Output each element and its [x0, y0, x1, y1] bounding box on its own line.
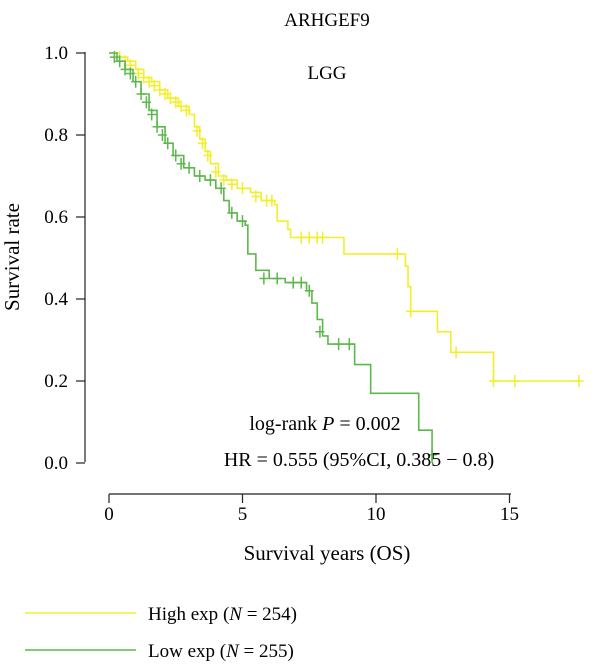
censor-mark-low — [272, 272, 282, 285]
censor-mark-high — [251, 190, 261, 203]
censor-mark-high — [133, 67, 143, 80]
censor-mark-low — [176, 157, 186, 170]
x-axis-label: Survival years (OS) — [244, 541, 411, 565]
censor-mark-high — [176, 100, 186, 113]
censor-mark-high — [181, 104, 191, 117]
censor-mark-high — [318, 231, 328, 244]
x-tick-label: 5 — [238, 504, 248, 525]
series-layer — [109, 51, 584, 463]
censor-mark-low — [147, 108, 157, 121]
series-high — [109, 51, 584, 387]
censor-mark-high — [296, 231, 306, 244]
censor-mark-low — [184, 161, 194, 174]
y-tick-label: 1.0 — [44, 43, 68, 64]
censor-mark-low — [157, 129, 167, 141]
y-ticks: 0.0 0.2 0.4 0.6 0.8 1.0 — [44, 43, 85, 474]
legend: High exp (N = 254) Low exp (N = 255) — [25, 604, 297, 662]
censor-mark-high — [392, 247, 402, 260]
censor-mark-low — [131, 75, 141, 88]
censor-mark-low — [163, 137, 173, 150]
censor-mark-high — [149, 79, 159, 92]
x-ticks: 0 5 10 15 — [104, 494, 519, 525]
censor-mark-high — [238, 182, 247, 195]
y-tick-label: 0.4 — [44, 289, 68, 310]
censor-mark-high — [203, 149, 213, 162]
censor-mark-low — [205, 174, 215, 187]
censor-mark-low — [344, 338, 354, 351]
logrank-prefix: log-rank — [249, 413, 322, 435]
chart-title: ARHGEF9 — [284, 10, 370, 31]
censor-mark-high — [510, 375, 520, 387]
y-axis-label: Survival rate — [0, 203, 24, 311]
censor-mark-low — [120, 63, 130, 76]
logrank-annotation: log-rank P = 0.002 — [249, 413, 400, 435]
censor-mark-low — [427, 448, 437, 461]
censor-mark-high — [155, 83, 165, 96]
series-low — [109, 51, 437, 463]
censor-mark-low — [259, 272, 269, 285]
censor-mark-low — [141, 96, 151, 109]
censor-mark-low — [304, 284, 314, 297]
x-tick-label: 10 — [367, 504, 386, 525]
y-tick-label: 0.0 — [44, 453, 68, 474]
censor-mark-high — [451, 346, 461, 359]
x-tick-label: 15 — [500, 504, 519, 525]
censor-mark-high — [165, 92, 175, 105]
censor-mark-high — [197, 137, 207, 150]
censor-mark-high — [139, 71, 149, 84]
censor-mark-high — [144, 75, 154, 88]
legend-high-name: High exp — [148, 604, 218, 625]
censor-mark-low — [115, 55, 125, 68]
censor-mark-high — [211, 165, 221, 178]
censor-mark-low — [136, 88, 146, 100]
censor-mark-low — [288, 276, 298, 289]
censor-mark-high — [574, 375, 584, 387]
y-tick-label: 0.2 — [44, 371, 68, 392]
censor-mark-low — [152, 120, 162, 133]
legend-low-n: N — [225, 641, 240, 662]
censor-mark-low — [315, 325, 325, 338]
censor-mark-low — [238, 215, 247, 228]
censor-mark-high — [160, 88, 170, 100]
censor-mark-low — [334, 338, 344, 351]
legend-label-low: Low exp (N = 255) — [148, 641, 294, 662]
censor-mark-high — [488, 375, 498, 387]
y-tick-label: 0.6 — [44, 207, 68, 228]
y-tick-label: 0.8 — [44, 125, 68, 146]
censor-mark-low — [109, 51, 119, 64]
logrank-value: = 0.002 — [334, 413, 400, 435]
censor-mark-high — [171, 96, 181, 109]
legend-low-name: Low exp — [148, 641, 215, 662]
censor-mark-high — [304, 231, 314, 244]
logrank-p: P — [321, 413, 334, 435]
censor-mark-high — [192, 124, 202, 137]
censor-mark-high — [406, 305, 416, 318]
legend-low-value: = 255) — [239, 641, 294, 662]
censor-mark-high — [227, 178, 237, 191]
censor-mark-low — [227, 206, 237, 219]
censor-mark-low — [216, 182, 226, 195]
hr-annotation: HR = 0.555 (95%CI, 0.385 − 0.8) — [224, 449, 494, 471]
censor-mark-low — [125, 67, 135, 80]
censor-mark-high — [219, 174, 229, 187]
legend-high-value: = 254) — [242, 604, 297, 625]
x-tick-label: 0 — [104, 504, 114, 525]
censor-mark-low — [171, 149, 181, 162]
legend-high-n: N — [228, 604, 243, 625]
legend-label-high: High exp (N = 254) — [148, 604, 297, 625]
censor-mark-low — [296, 276, 306, 289]
censor-mark-high — [267, 194, 277, 207]
censor-mark-low — [195, 170, 205, 182]
chart-subtitle: LGG — [307, 63, 346, 84]
survival-curve-low — [109, 52, 433, 463]
